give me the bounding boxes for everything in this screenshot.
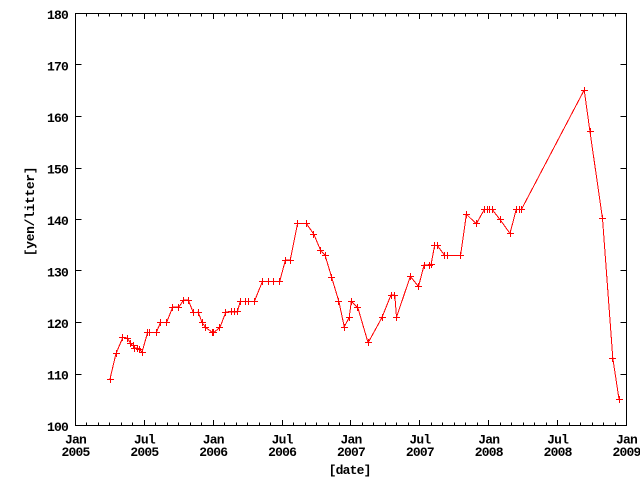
svg-text:Jan: Jan (478, 433, 500, 448)
svg-text:Jul: Jul (409, 433, 431, 448)
svg-text:Jan: Jan (340, 433, 362, 448)
svg-text:2005: 2005 (61, 445, 90, 460)
svg-text:140: 140 (47, 214, 69, 229)
svg-text:2008: 2008 (544, 445, 573, 460)
svg-text:100: 100 (47, 420, 69, 435)
svg-text:150: 150 (47, 162, 69, 177)
svg-text:2007: 2007 (406, 445, 434, 460)
svg-text:Jul: Jul (547, 433, 569, 448)
svg-text:170: 170 (47, 59, 69, 74)
svg-text:Jan: Jan (616, 433, 638, 448)
svg-text:130: 130 (47, 265, 69, 280)
svg-text:110: 110 (47, 368, 69, 383)
svg-text:Jul: Jul (134, 433, 156, 448)
svg-text:180: 180 (47, 8, 69, 23)
svg-text:Jul: Jul (272, 433, 294, 448)
svg-text:2006: 2006 (268, 445, 297, 460)
svg-text:120: 120 (47, 317, 69, 332)
svg-text:[yen/litter]: [yen/litter] (23, 167, 38, 256)
svg-text:2008: 2008 (475, 445, 504, 460)
svg-text:2005: 2005 (130, 445, 159, 460)
svg-text:Jan: Jan (203, 433, 225, 448)
svg-text:2006: 2006 (199, 445, 228, 460)
svg-text:2007: 2007 (337, 445, 365, 460)
svg-text:Jan: Jan (65, 433, 87, 448)
svg-text:2009: 2009 (612, 445, 640, 460)
svg-text:160: 160 (47, 111, 69, 126)
svg-text:[date]: [date] (329, 463, 371, 478)
